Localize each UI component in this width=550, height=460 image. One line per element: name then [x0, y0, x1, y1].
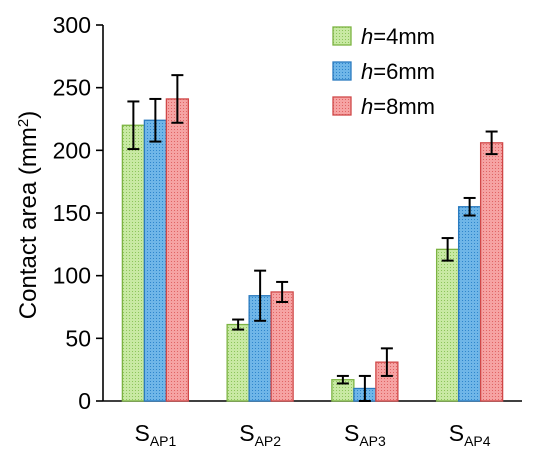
bar-h6mm-0 [143, 119, 168, 402]
y-tick-label: 150 [53, 200, 91, 226]
y-tick-label: 0 [78, 388, 91, 414]
legend-label: h=8mm [361, 94, 435, 119]
x-tick-label: SAP2 [239, 420, 281, 449]
x-tick-label: SAP3 [344, 420, 386, 449]
bar-h4mm-3 [435, 248, 460, 402]
legend-swatch [332, 96, 352, 116]
y-tick-label: 300 [53, 12, 91, 38]
legend-swatch [332, 61, 352, 81]
bar-h4mm-0 [121, 124, 146, 402]
bar-h8mm-3 [479, 142, 504, 402]
legend-label: h=6mm [361, 59, 435, 84]
y-tick-label: 100 [53, 263, 91, 289]
bar-h8mm-1 [270, 291, 294, 402]
bar-h4mm-1 [226, 323, 250, 402]
legend-label: h=4mm [361, 24, 435, 49]
x-tick-label: SAP4 [449, 420, 491, 449]
x-tick-label: SAP1 [134, 420, 176, 449]
y-tick-label: 200 [53, 137, 91, 163]
legend-swatch [332, 26, 352, 46]
bar-h6mm-3 [457, 206, 482, 402]
y-tick-label: 50 [65, 325, 91, 351]
bar-h8mm-0 [165, 98, 190, 402]
y-tick-label: 250 [53, 75, 91, 101]
y-axis-label: Contact area (mm2) [15, 111, 42, 319]
